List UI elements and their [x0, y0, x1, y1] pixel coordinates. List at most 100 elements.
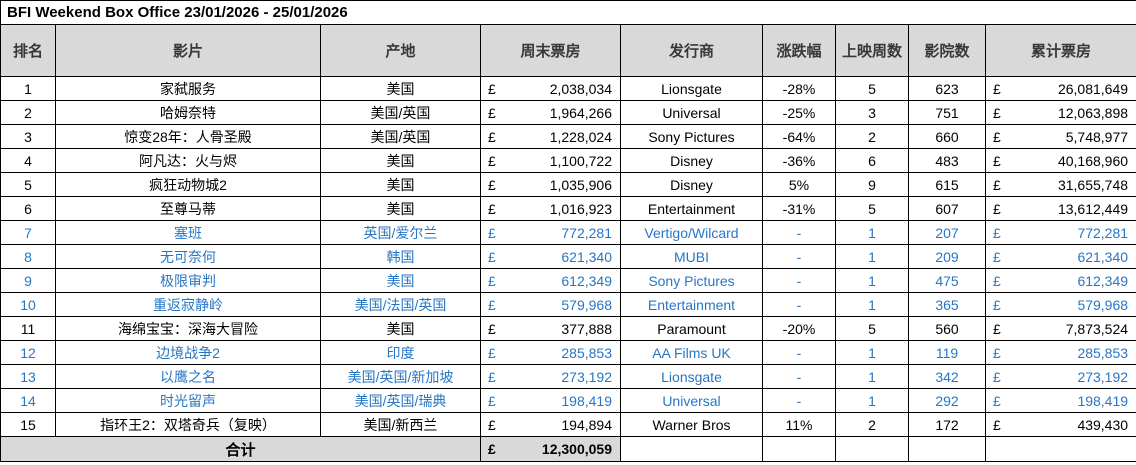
country-cell[interactable]: 印度 [320, 340, 481, 365]
total-label-cell[interactable]: 合计 [0, 436, 481, 462]
cinema-count-cell[interactable]: 660 [908, 124, 986, 149]
distributor-cell[interactable]: Vertigo/Wilcard [620, 220, 763, 245]
country-cell[interactable]: 韩国 [320, 244, 481, 269]
country-cell[interactable]: 美国/新西兰 [320, 412, 481, 437]
weeks-on-release-cell[interactable]: 1 [835, 388, 909, 413]
rank-cell[interactable]: 4 [0, 148, 56, 173]
header-rank[interactable]: 排名 [0, 24, 56, 77]
cinema-count-cell[interactable]: 607 [908, 196, 986, 221]
total-gross-cell[interactable]: £ 621,340 [984, 244, 1136, 269]
rank-cell[interactable]: 11 [0, 316, 56, 341]
film-title-cell[interactable]: 塞班 [55, 220, 321, 245]
weekend-gross-cell[interactable]: £ 194,894 [480, 412, 621, 437]
change-cell[interactable]: -36% [762, 148, 836, 173]
weekend-gross-cell[interactable]: £ 377,888 [480, 316, 621, 341]
total-gross-cell[interactable]: £ 12,063,898 [984, 100, 1136, 125]
distributor-cell[interactable]: Entertainment [620, 196, 763, 221]
total-empty-total-cell[interactable] [984, 436, 1136, 462]
cinema-count-cell[interactable]: 207 [908, 220, 986, 245]
total-empty-change-cell[interactable] [762, 436, 836, 462]
header-change[interactable]: 涨跌幅 [762, 24, 836, 77]
total-gross-cell[interactable]: £ 7,873,524 [984, 316, 1136, 341]
weekend-gross-cell[interactable]: £ 772,281 [480, 220, 621, 245]
change-cell[interactable]: - [762, 268, 836, 293]
change-cell[interactable]: -31% [762, 196, 836, 221]
film-title-cell[interactable]: 极限审判 [55, 268, 321, 293]
country-cell[interactable]: 美国 [320, 196, 481, 221]
cinema-count-cell[interactable]: 475 [908, 268, 986, 293]
country-cell[interactable]: 美国 [320, 148, 481, 173]
header-total-gross[interactable]: 累计票房 [984, 24, 1136, 77]
distributor-cell[interactable]: Sony Pictures [620, 124, 763, 149]
total-gross-cell[interactable]: £ 273,192 [984, 364, 1136, 389]
film-title-cell[interactable]: 哈姆奈特 [55, 100, 321, 125]
rank-cell[interactable]: 3 [0, 124, 56, 149]
header-cinemas[interactable]: 影院数 [908, 24, 986, 77]
total-gross-cell[interactable]: £ 579,968 [984, 292, 1136, 317]
change-cell[interactable]: - [762, 220, 836, 245]
total-gross-cell[interactable]: £ 612,349 [984, 268, 1136, 293]
weeks-on-release-cell[interactable]: 1 [835, 268, 909, 293]
weekend-gross-cell[interactable]: £ 198,419 [480, 388, 621, 413]
cinema-count-cell[interactable]: 483 [908, 148, 986, 173]
film-title-cell[interactable]: 以鹰之名 [55, 364, 321, 389]
rank-cell[interactable]: 13 [0, 364, 56, 389]
total-gross-cell[interactable]: £ 198,419 [984, 388, 1136, 413]
film-title-cell[interactable]: 边境战争2 [55, 340, 321, 365]
weeks-on-release-cell[interactable]: 9 [835, 172, 909, 197]
weeks-on-release-cell[interactable]: 6 [835, 148, 909, 173]
country-cell[interactable]: 美国/英国/瑞典 [320, 388, 481, 413]
weeks-on-release-cell[interactable]: 2 [835, 124, 909, 149]
weeks-on-release-cell[interactable]: 2 [835, 412, 909, 437]
country-cell[interactable]: 英国/爱尔兰 [320, 220, 481, 245]
weekend-gross-cell[interactable]: £ 1,100,722 [480, 148, 621, 173]
country-cell[interactable]: 美国 [320, 316, 481, 341]
change-cell[interactable]: -28% [762, 76, 836, 101]
weekend-gross-cell[interactable]: £ 2,038,034 [480, 76, 621, 101]
change-cell[interactable]: - [762, 244, 836, 269]
film-title-cell[interactable]: 阿凡达：火与烬 [55, 148, 321, 173]
header-weeks[interactable]: 上映周数 [835, 24, 909, 77]
country-cell[interactable]: 美国 [320, 76, 481, 101]
total-gross-cell[interactable]: £ 5,748,977 [984, 124, 1136, 149]
rank-cell[interactable]: 8 [0, 244, 56, 269]
total-gross-cell[interactable]: £ 439,430 [984, 412, 1136, 437]
distributor-cell[interactable]: Entertainment [620, 292, 763, 317]
cinema-count-cell[interactable]: 751 [908, 100, 986, 125]
total-gross-cell[interactable]: £ 13,612,449 [984, 196, 1136, 221]
distributor-cell[interactable]: AA Films UK [620, 340, 763, 365]
distributor-cell[interactable]: Lionsgate [620, 364, 763, 389]
weekend-gross-cell[interactable]: £ 273,192 [480, 364, 621, 389]
country-cell[interactable]: 美国 [320, 172, 481, 197]
film-title-cell[interactable]: 疯狂动物城2 [55, 172, 321, 197]
country-cell[interactable]: 美国/英国 [320, 100, 481, 125]
weeks-on-release-cell[interactable]: 5 [835, 316, 909, 341]
distributor-cell[interactable]: Warner Bros [620, 412, 763, 437]
country-cell[interactable]: 美国 [320, 268, 481, 293]
country-cell[interactable]: 美国/英国/新加坡 [320, 364, 481, 389]
cinema-count-cell[interactable]: 342 [908, 364, 986, 389]
weekend-gross-cell[interactable]: £ 1,035,906 [480, 172, 621, 197]
cinema-count-cell[interactable]: 615 [908, 172, 986, 197]
distributor-cell[interactable]: Lionsgate [620, 76, 763, 101]
weeks-on-release-cell[interactable]: 3 [835, 100, 909, 125]
weekend-gross-cell[interactable]: £ 1,964,266 [480, 100, 621, 125]
film-title-cell[interactable]: 指环王2：双塔奇兵（复映） [55, 412, 321, 437]
cinema-count-cell[interactable]: 119 [908, 340, 986, 365]
cinema-count-cell[interactable]: 209 [908, 244, 986, 269]
change-cell[interactable]: -25% [762, 100, 836, 125]
rank-cell[interactable]: 1 [0, 76, 56, 101]
distributor-cell[interactable]: Universal [620, 100, 763, 125]
header-weekend-gross[interactable]: 周末票房 [480, 24, 621, 77]
total-gross-cell[interactable]: £ 31,655,748 [984, 172, 1136, 197]
rank-cell[interactable]: 10 [0, 292, 56, 317]
total-gross-cell[interactable]: £ 26,081,649 [984, 76, 1136, 101]
distributor-cell[interactable]: Sony Pictures [620, 268, 763, 293]
weekend-gross-cell[interactable]: £ 1,016,923 [480, 196, 621, 221]
film-title-cell[interactable]: 至尊马蒂 [55, 196, 321, 221]
film-title-cell[interactable]: 重返寂静岭 [55, 292, 321, 317]
cinema-count-cell[interactable]: 623 [908, 76, 986, 101]
total-weekend-gross-cell[interactable]: £ 12,300,059 [480, 436, 621, 462]
rank-cell[interactable]: 14 [0, 388, 56, 413]
cinema-count-cell[interactable]: 560 [908, 316, 986, 341]
